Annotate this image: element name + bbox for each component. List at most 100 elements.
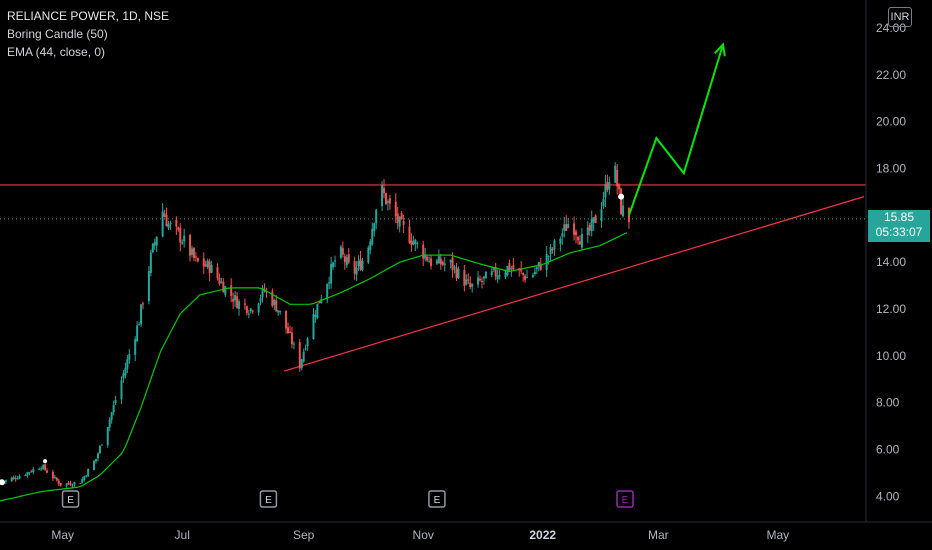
earnings-marker-label: E: [67, 495, 74, 506]
candle-body: [142, 303, 145, 305]
candle-body: [484, 271, 487, 279]
candle-body: [312, 314, 315, 340]
candle-body: [465, 279, 468, 285]
symbol-title[interactable]: RELIANCE POWER, 1D, NSE: [7, 9, 170, 23]
time-axis[interactable]: May Jul Sep Nov 2022 Mar May: [0, 521, 932, 542]
candle-body: [451, 257, 454, 271]
candle-body: [204, 264, 207, 267]
candle-body: [304, 348, 307, 350]
support-trendline[interactable]: [283, 196, 865, 372]
candle-body: [183, 235, 186, 242]
candle-body: [341, 248, 344, 255]
candle-body: [498, 275, 501, 277]
candle-body: [147, 270, 150, 302]
candle-body: [330, 264, 333, 284]
candle-body: [26, 472, 29, 476]
candle-body: [108, 419, 111, 428]
candle-body: [238, 301, 241, 309]
candle-body: [618, 184, 621, 190]
candle-body: [222, 281, 225, 293]
candle-body: [114, 400, 117, 404]
candle-body: [93, 461, 96, 471]
earnings-marker[interactable]: E: [616, 490, 634, 508]
candle-body: [140, 304, 143, 325]
candle-body: [79, 483, 82, 485]
candle-body: [602, 199, 605, 207]
last-price-value: 15.85: [883, 210, 915, 224]
candle-body: [247, 313, 250, 315]
candle-body: [98, 446, 101, 454]
candle-body: [522, 273, 525, 275]
candle-body: [167, 224, 170, 228]
time-tick-label: Sep: [293, 528, 315, 542]
candle-body: [251, 310, 254, 312]
candle-body: [551, 248, 554, 251]
candle-body: [318, 300, 321, 304]
ema-line[interactable]: [0, 232, 628, 502]
candle-body: [496, 275, 499, 280]
candle-body: [576, 237, 579, 241]
candle-body: [298, 342, 301, 369]
candle-body: [357, 260, 360, 267]
candle-body: [216, 267, 219, 279]
candle-body: [386, 201, 389, 203]
time-tick-label: May: [766, 528, 789, 542]
candle-body: [44, 464, 47, 470]
candle-body: [565, 224, 568, 231]
candle-body: [189, 234, 192, 256]
candle-body: [608, 182, 611, 190]
candle-body: [300, 359, 303, 368]
candle-body: [53, 476, 56, 478]
candle-body: [279, 310, 282, 312]
candle-body: [134, 339, 137, 355]
price-axis[interactable]: 24.0022.0020.0018.0016.0014.0012.0010.00…: [865, 0, 906, 522]
candle-body: [110, 412, 113, 420]
candle-body: [124, 368, 127, 376]
candle-body: [314, 315, 317, 317]
candle-body: [30, 471, 33, 473]
indicator-ema[interactable]: EMA (44, close, 0): [7, 45, 106, 59]
candle-body: [275, 300, 278, 312]
candle-body: [575, 231, 578, 236]
candle-body: [531, 275, 534, 277]
candle-body: [586, 227, 589, 235]
candle-body: [218, 277, 221, 284]
earnings-marker[interactable]: E: [61, 490, 80, 508]
candle-body: [51, 472, 54, 479]
candle-body: [620, 188, 623, 215]
candle-body: [520, 268, 523, 272]
candle-body: [28, 472, 31, 474]
candle-body: [126, 359, 129, 369]
currency-badge[interactable]: INR: [888, 7, 912, 27]
candle-body: [128, 354, 131, 360]
candle-body: [345, 257, 348, 266]
boring-candle-dot: [43, 459, 48, 464]
candle-body: [163, 213, 166, 217]
candle-body: [257, 303, 260, 313]
candle-body: [373, 223, 376, 232]
candle-body: [396, 213, 399, 223]
candle-body: [14, 478, 17, 480]
earnings-marker-label: E: [265, 495, 272, 506]
candle-body: [206, 260, 209, 268]
candle-body: [371, 228, 374, 245]
candle-body: [616, 169, 619, 187]
candle-body: [573, 223, 576, 235]
projection-path[interactable]: [627, 44, 724, 216]
candle-body: [236, 296, 239, 309]
earnings-marker[interactable]: E: [259, 490, 278, 508]
indicator-boring-candle[interactable]: Boring Candle (50): [7, 27, 108, 41]
candle-body: [46, 470, 49, 473]
candle-body: [87, 468, 90, 477]
candle-body: [302, 351, 305, 362]
bar-countdown: 05:33:07: [875, 225, 923, 239]
earnings-marker-box: [616, 490, 634, 508]
earnings-marker[interactable]: E: [428, 490, 446, 508]
candle-body: [196, 258, 199, 262]
candle-body: [510, 268, 513, 270]
candle-body: [604, 184, 607, 198]
candle-body: [55, 477, 58, 481]
candle-body: [292, 343, 295, 345]
candle-body: [65, 483, 68, 486]
